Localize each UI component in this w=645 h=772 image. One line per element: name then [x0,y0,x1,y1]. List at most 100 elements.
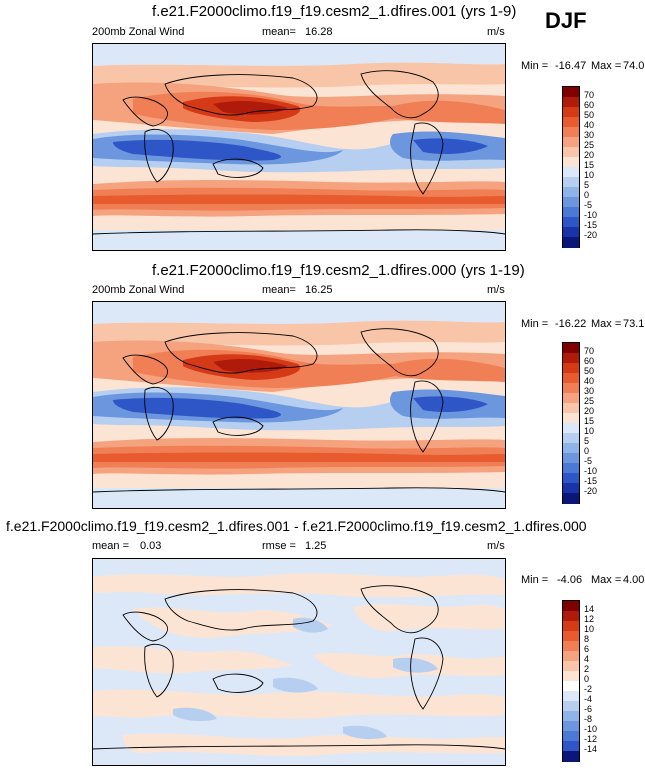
panel3-mean-value: 0.03 [140,540,162,552]
colorbar-tick-label: 20 [584,406,595,416]
panel3-min-label: Min = [521,574,549,586]
colorbar-tick-label: 10 [584,426,595,436]
colorbar-swatch [563,383,579,394]
colorbar-swatch [563,651,579,662]
season-label: DJF [545,8,587,33]
panel3-mean-label: mean = [92,540,129,552]
colorbar-swatch [563,227,579,238]
colorbar-swatch [563,641,579,652]
colorbar-swatch [563,433,579,444]
colorbar-swatch [563,343,579,354]
colorbar-swatch [563,87,579,98]
colorbar-swatch [563,207,579,218]
colorbar-tick-label: 0 [584,674,590,684]
panel3-colorbar [562,600,580,762]
panel1-mean-label: mean= [262,26,296,38]
colorbar-tick-label: 5 [584,180,590,190]
colorbar-tick-label: 5 [584,436,590,446]
panel2-max-value: 73.16 [623,318,645,330]
panel1-min-value: -16.47 [555,60,587,72]
panel3-max-label: Max = [591,574,622,586]
colorbar-tick-label: -20 [584,486,598,496]
colorbar-swatch [563,601,579,612]
panel1-max-label: Max = [591,60,622,72]
panel2-map [92,301,506,509]
colorbar-tick-label: 60 [584,100,595,110]
colorbar-tick-label: -15 [584,476,598,486]
colorbar-swatch [563,463,579,474]
colorbar-tick-label: -2 [584,684,593,694]
panel3-units: m/s [487,540,505,552]
colorbar-tick-label: -10 [584,210,598,220]
colorbar-tick-label: 70 [584,90,595,100]
panel1-max-value: 74.05 [623,60,645,72]
colorbar-swatch [563,353,579,364]
colorbar-swatch [563,117,579,128]
colorbar-tick-label: 8 [584,634,590,644]
colorbar-tick-label: 25 [584,140,595,150]
colorbar-swatch [563,237,579,248]
colorbar-swatch [563,403,579,414]
colorbar-swatch [563,177,579,188]
colorbar-swatch [563,711,579,722]
panel2-variable: 200mb Zonal Wind [92,284,185,296]
colorbar-swatch [563,493,579,504]
colorbar-swatch [563,363,579,374]
panel1-colorbar [562,86,580,248]
panel2-min-label: Min = [521,318,549,330]
colorbar-swatch [563,701,579,712]
panel2-max-label: Max = [591,318,622,330]
colorbar-tick-label: -8 [584,714,593,724]
colorbar-tick-label: 20 [584,150,595,160]
panel2-title: f.e21.F2000climo.f19_f19.cesm2_1.dfires.… [152,262,525,279]
panel1-variable: 200mb Zonal Wind [92,26,185,38]
panel3-title: f.e21.F2000climo.f19_f19.cesm2_1.dfires.… [6,518,587,534]
colorbar-swatch [563,147,579,158]
panel2-mean-label: mean= [262,284,296,296]
colorbar-tick-label: -14 [584,744,598,754]
colorbar-tick-label: 10 [584,170,595,180]
colorbar-swatch [563,483,579,494]
colorbar-swatch [563,107,579,118]
colorbar-tick-label: 15 [584,160,595,170]
colorbar-tick-label: -20 [584,230,598,240]
colorbar-swatch [563,671,579,682]
colorbar-tick-label: -10 [584,466,598,476]
panel3-map [92,558,506,766]
colorbar-swatch [563,443,579,454]
colorbar-swatch [563,137,579,148]
colorbar-swatch [563,721,579,732]
colorbar-swatch [563,681,579,692]
colorbar-swatch [563,187,579,198]
colorbar-swatch [563,631,579,642]
colorbar-tick-label: -5 [584,456,593,466]
panel1-units: m/s [487,26,505,38]
colorbar-swatch [563,373,579,384]
colorbar-swatch [563,157,579,168]
colorbar-tick-label: -5 [584,200,593,210]
colorbar-tick-label: 50 [584,366,595,376]
colorbar-swatch [563,691,579,702]
colorbar-swatch [563,423,579,434]
colorbar-tick-label: 2 [584,664,590,674]
colorbar-swatch [563,661,579,672]
colorbar-tick-label: 0 [584,446,590,456]
panel1-min-label: Min = [521,60,549,72]
colorbar-swatch [563,97,579,108]
colorbar-tick-label: 50 [584,110,595,120]
colorbar-swatch [563,453,579,464]
colorbar-tick-label: -12 [584,734,598,744]
colorbar-swatch [563,611,579,622]
colorbar-swatch [563,217,579,228]
colorbar-swatch [563,621,579,632]
colorbar-tick-label: 30 [584,130,595,140]
colorbar-swatch [563,751,579,762]
panel2-min-value: -16.22 [555,318,587,330]
panel3-rmse-label: rmse = [262,540,296,552]
colorbar-tick-label: 40 [584,120,595,130]
colorbar-swatch [563,127,579,138]
colorbar-tick-label: 30 [584,386,595,396]
panel1-map [92,43,506,251]
colorbar-swatch [563,473,579,484]
colorbar-tick-label: 25 [584,396,595,406]
